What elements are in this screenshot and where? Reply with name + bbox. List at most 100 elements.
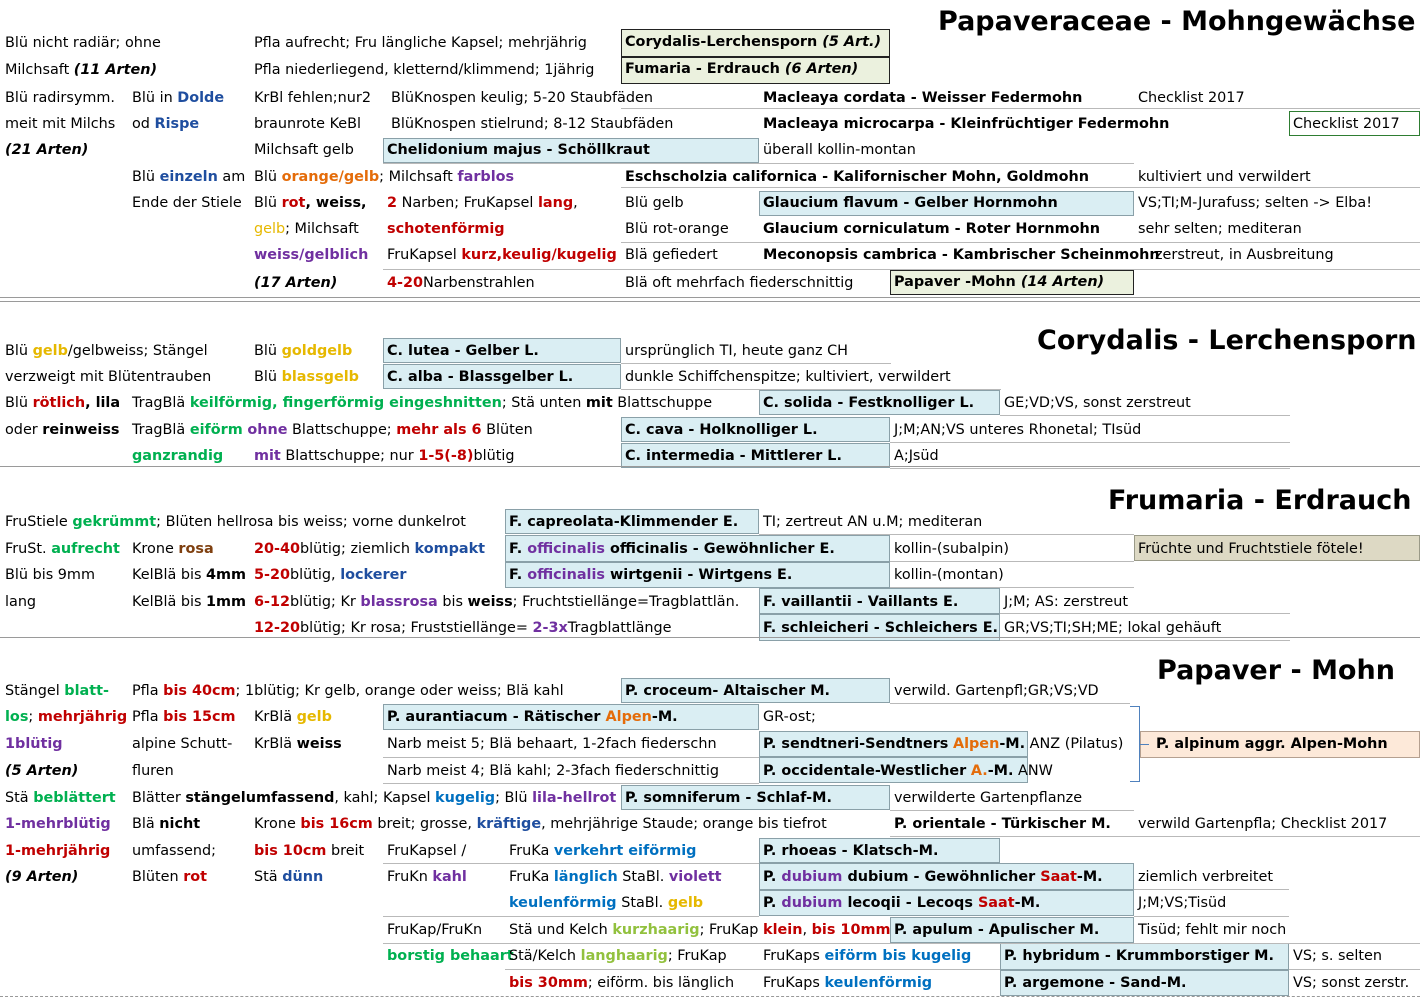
cell-text: Blü rötlich, lila — [5, 395, 121, 411]
heading-papaveraceae: Papaveraceae - Mohngewächse — [938, 6, 1416, 37]
box-p-occidentale — [759, 757, 1028, 783]
cell-taxon: C. intermedia - Mittlerer L. — [625, 448, 842, 464]
cell-text: Blä oft mehrfach fiederschnittig — [625, 275, 854, 291]
section-divider — [0, 466, 1420, 467]
cell-text: Ende der Stiele — [132, 195, 242, 211]
cell-text: FruKapsel kurz,keulig/kugelig — [387, 247, 617, 263]
cell-text: verwild. Gartenpfl;GR;VS;VD — [894, 683, 1099, 699]
cell-taxon: P. dubium dubium - Gewöhnlicher Saat-M. — [763, 869, 1103, 885]
cell-text: braunrote KeBl — [254, 116, 362, 132]
cell-taxon: P. dubium lecoqii - Lecoqs Saat-M. — [763, 895, 1041, 911]
cell-text: KrBl fehlen;nur2 — [254, 90, 371, 106]
box-c-alba — [383, 364, 621, 389]
cell-text: FruKa verkehrt eiförmig — [509, 843, 697, 859]
cell-text: Krone rosa — [132, 541, 214, 557]
heading-frumaria: Frumaria - Erdrauch — [1108, 485, 1412, 516]
cell-taxon: F. officinalis officinalis - Gewöhnliche… — [509, 541, 835, 557]
cell-taxon: C. lutea - Gelber L. — [387, 343, 539, 359]
cell-taxon: Corydalis-Lerchensporn (5 Art.) — [625, 34, 882, 50]
cell-text: oder reinweiss — [5, 422, 120, 438]
cell-text: FruKaps keulenförmig — [763, 975, 933, 991]
cell-text: sehr selten; mediteran — [1138, 221, 1302, 237]
section-divider — [0, 637, 1420, 638]
cell-text: Narb meist 4; Blä kahl; 2-3fach fiedersc… — [387, 763, 719, 779]
cell-text: Pfla aufrecht; Fru längliche Kapsel; meh… — [254, 35, 587, 51]
cell-text: bis 10cm breit — [254, 843, 365, 859]
cell-text: TragBlä keilförmig, fingerförmig eingesh… — [132, 395, 713, 411]
cell-text: od Rispe — [132, 116, 200, 132]
cell-taxon: C. solida - Festknolliger L. — [763, 395, 975, 411]
cell-text: J;M; AS: zerstreut — [1004, 594, 1129, 610]
cell-text: KrBlä gelb — [254, 709, 332, 725]
cell-taxon: P. occidentale-Westlicher A.-M. ANW — [763, 763, 1053, 779]
cell-text: Blü orange/gelb; Milchsaft farblos — [254, 169, 515, 185]
cell-taxon: Glaucium flavum - Gelber Hornmohn — [763, 195, 1058, 211]
cell-text: bis 30mm; eiförm. bis länglich — [509, 975, 735, 991]
box-f-vaillantii — [759, 588, 1000, 614]
cell-text: Stä und Kelch kurzhaarig; FruKap klein, … — [509, 922, 891, 938]
cell-text: FruKapsel / — [387, 843, 467, 859]
cell-text: Blü radirsymm. — [5, 90, 115, 106]
cell-text: 5-20blütig, lockerer — [254, 567, 407, 583]
cell-text: A;Jsüd — [894, 448, 939, 464]
cell-taxon: P. apulum - Apulischer M. — [894, 922, 1100, 938]
cell-text: 20-40blütig; ziemlich kompakt — [254, 541, 486, 557]
heading-papaver: Papaver - Mohn — [1157, 655, 1395, 686]
cell-text: verzweigt mit Blütentrauben — [5, 369, 212, 385]
cell-taxon: Chelidonium majus - Schöllkraut — [387, 142, 650, 158]
cell-text: alpine Schutt- — [132, 736, 233, 752]
cell-taxon: P. croceum- Altaischer M. — [625, 683, 830, 699]
cell-text: GR;VS;TI;SH;ME; lokal gehäuft — [1004, 620, 1222, 636]
cell-text: Blü in Dolde — [132, 90, 225, 106]
cell-text: VS; sonst zerstr. — [1293, 975, 1410, 991]
cell-text: J;M;VS;Tisüd — [1138, 895, 1227, 911]
cell-text: FruStiele gekrümmt; Blüten hellrosa bis … — [5, 514, 466, 530]
box-p-alpinum — [1140, 731, 1420, 758]
cell-taxon: P. alpinum aggr. Alpen-Mohn — [1156, 736, 1388, 752]
box-p-croceum — [621, 678, 890, 703]
cell-text: KrBlä weiss — [254, 736, 342, 752]
cell-text: 2 Narben; FruKapsel lang, — [387, 195, 578, 211]
cell-count: (21 Arten) — [5, 142, 89, 158]
cell-taxon: Macleaya cordata - Weisser Federmohn — [763, 90, 1083, 106]
box-glaucium-flavum — [759, 191, 1134, 216]
cell-text: Blü goldgelb — [254, 343, 353, 359]
box-p-aurantiacum — [383, 704, 759, 730]
box-p-dubium — [759, 863, 1134, 890]
cell-text: dunkle Schiffchenspitze; kultiviert, ver… — [625, 369, 951, 385]
box-f-schleicheri — [759, 614, 1000, 641]
cell-text: verwilderte Gartenpflanze — [894, 790, 1083, 806]
cell-text: Blü nicht radiär; ohne — [5, 35, 161, 51]
box-fumaria — [621, 57, 890, 84]
cell-text: kollin-(subalpin) — [894, 541, 1009, 557]
cell-text: Pfla niederliegend, kletternd/klimmend; … — [254, 62, 595, 78]
cell-taxon: Glaucium corniculatum - Roter Hornmohn — [763, 221, 1100, 237]
cell-text: 6-12blütig; Kr blassrosa bis weiss; Fruc… — [254, 594, 740, 610]
cell-text: Checklist 2017 — [1293, 116, 1400, 132]
box-f-officinalis — [505, 535, 890, 562]
cell-count: (9 Arten) — [5, 869, 79, 885]
heading-corydalis: Corydalis - Lerchensporn — [1037, 325, 1417, 356]
cell-text: fluren — [132, 763, 174, 779]
cell-text: Blü gelb — [625, 195, 684, 211]
box-c-cava — [621, 417, 890, 442]
cell-text: ganzrandig — [132, 448, 224, 464]
cell-text: FruKa länglich StaBl. violett — [509, 869, 722, 885]
cell-taxon: F. vaillantii - Vaillants E. — [763, 594, 959, 610]
cell-text: Tisüd; fehlt mir noch — [1138, 922, 1287, 938]
cell-text: Krone bis 16cm breit; grosse, kräftige, … — [254, 816, 827, 832]
cell-text: 1-mehrblütig — [5, 816, 111, 832]
cell-text: 1blütig — [5, 736, 63, 752]
cell-text: GE;VD;VS, sonst zerstreut — [1004, 395, 1191, 411]
cell-taxon: P. sendtneri-Sendtners Alpen-M. ANZ (Pil… — [763, 736, 1124, 752]
box-chelidonium — [383, 138, 759, 163]
cell-text: FruKaps eiförm bis kugelig — [763, 948, 972, 964]
cell-taxon: F. officinalis wirtgenii - Wirtgens E. — [509, 567, 793, 583]
cell-text: Stä beblättert — [5, 790, 116, 806]
box-f-capreolata — [505, 509, 759, 534]
cell-text: Früchte und Fruchtstiele fötele! — [1138, 541, 1364, 557]
cell-taxon: C. alba - Blassgelber L. — [387, 369, 574, 385]
cell-text: Milchsaft gelb — [254, 142, 354, 158]
cell-taxon: Papaver -Mohn (14 Arten) — [894, 274, 1105, 290]
